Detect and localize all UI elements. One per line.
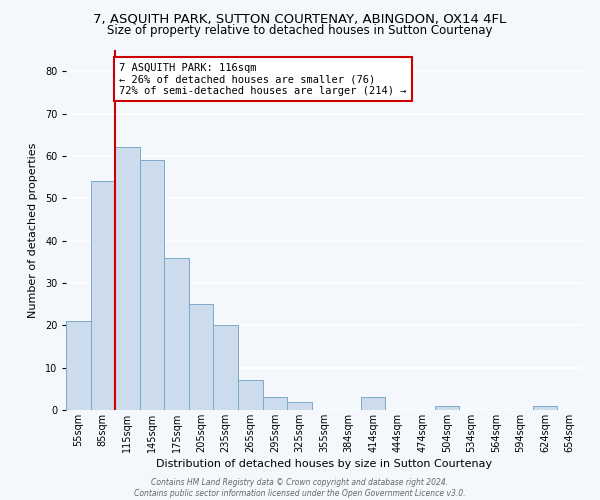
Bar <box>140 160 164 410</box>
Text: Contains HM Land Registry data © Crown copyright and database right 2024.
Contai: Contains HM Land Registry data © Crown c… <box>134 478 466 498</box>
Bar <box>66 321 91 410</box>
Bar <box>263 398 287 410</box>
Y-axis label: Number of detached properties: Number of detached properties <box>28 142 38 318</box>
Bar <box>238 380 263 410</box>
Bar <box>287 402 312 410</box>
Bar <box>214 326 238 410</box>
Bar <box>533 406 557 410</box>
X-axis label: Distribution of detached houses by size in Sutton Courtenay: Distribution of detached houses by size … <box>156 459 492 469</box>
Text: 7, ASQUITH PARK, SUTTON COURTENAY, ABINGDON, OX14 4FL: 7, ASQUITH PARK, SUTTON COURTENAY, ABING… <box>94 12 506 26</box>
Text: 7 ASQUITH PARK: 116sqm
← 26% of detached houses are smaller (76)
72% of semi-det: 7 ASQUITH PARK: 116sqm ← 26% of detached… <box>119 62 406 96</box>
Text: Size of property relative to detached houses in Sutton Courtenay: Size of property relative to detached ho… <box>107 24 493 37</box>
Bar <box>361 398 385 410</box>
Bar <box>434 406 459 410</box>
Bar <box>91 182 115 410</box>
Bar <box>115 148 140 410</box>
Bar <box>189 304 214 410</box>
Bar <box>164 258 189 410</box>
